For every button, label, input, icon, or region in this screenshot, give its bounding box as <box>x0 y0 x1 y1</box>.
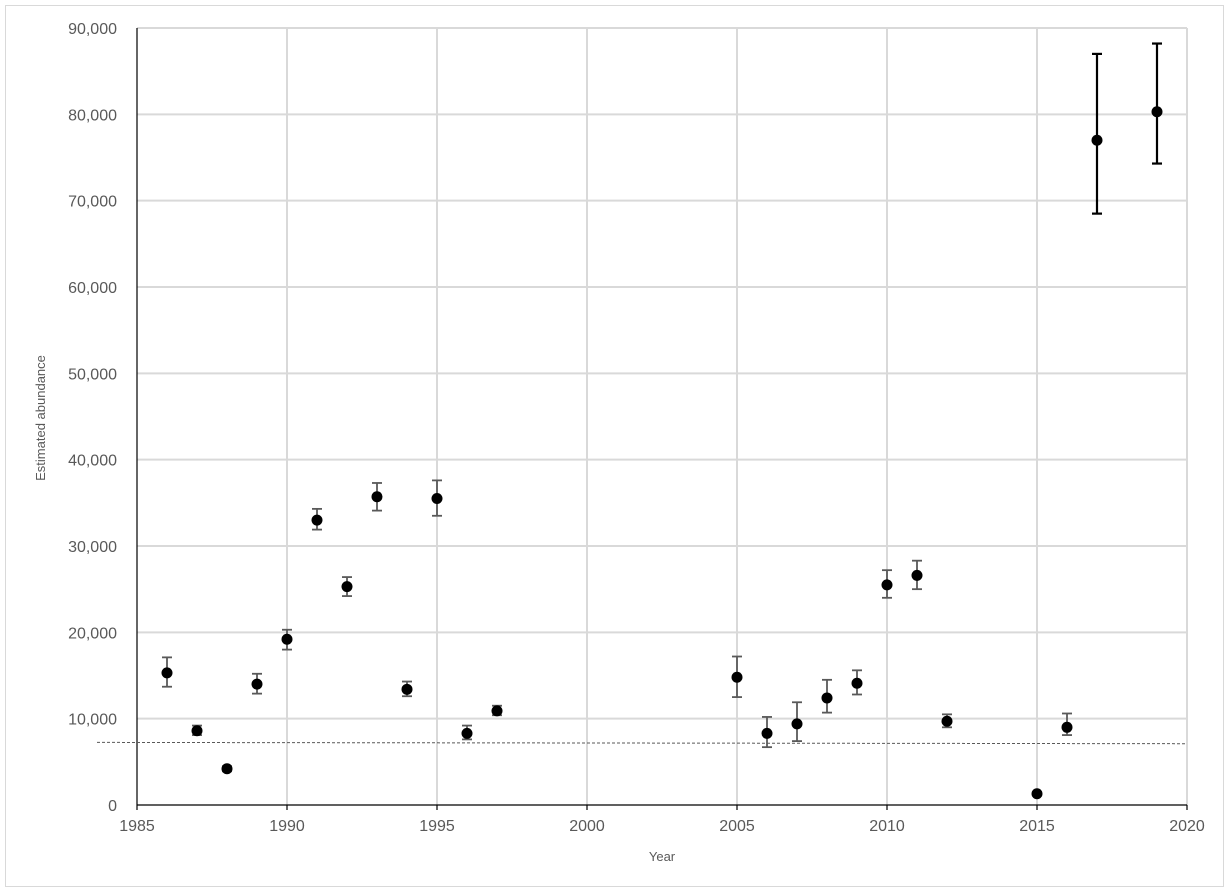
x-tick-label: 2015 <box>1019 818 1055 835</box>
axes <box>136 28 1188 810</box>
x-tick-label: 2010 <box>869 818 905 835</box>
data-point <box>761 727 773 739</box>
data-points <box>161 106 1163 800</box>
data-point <box>911 569 923 581</box>
y-tick-label: 60,000 <box>68 280 117 297</box>
y-tick-label: 30,000 <box>68 539 117 556</box>
x-tick-label: 1990 <box>269 818 305 835</box>
y-axis-title: Estimated abundance <box>33 355 48 481</box>
y-tick-label: 20,000 <box>68 625 117 642</box>
x-tick-label: 2005 <box>719 818 755 835</box>
data-point <box>461 727 473 739</box>
x-tick-label: 2000 <box>569 818 605 835</box>
data-point <box>341 581 353 593</box>
y-tick-labels: 0 10,000 20,000 30,000 40,000 50,000 60,000 70,… <box>68 21 117 815</box>
data-point <box>821 692 833 704</box>
data-point <box>851 677 863 689</box>
x-axis-title: Year <box>649 849 676 864</box>
error-bar <box>1092 52 1102 215</box>
y-tick-label: 0 <box>108 798 117 815</box>
data-point <box>161 667 173 679</box>
x-tick-labels: 1985 1990 1995 2000 2005 2010 2015 2020 <box>119 818 1205 835</box>
x-tick-label: 1995 <box>419 818 455 835</box>
data-point <box>1151 106 1163 118</box>
data-point <box>1091 134 1103 146</box>
data-point <box>731 671 743 683</box>
y-tick-label: 10,000 <box>68 712 117 729</box>
y-tick-label: 90,000 <box>68 21 117 38</box>
chart-frame <box>5 5 1224 887</box>
horizontal-gridlines <box>137 27 1187 720</box>
data-point <box>401 683 413 695</box>
data-point <box>251 678 263 690</box>
y-tick-label: 80,000 <box>68 107 117 124</box>
data-point <box>221 763 233 775</box>
vertical-gridlines <box>286 28 1188 805</box>
data-point <box>491 705 503 717</box>
error-bar <box>1152 42 1162 165</box>
y-tick-label: 70,000 <box>68 194 117 211</box>
error-bars <box>162 42 1162 797</box>
data-point <box>941 715 953 727</box>
data-point <box>881 579 893 591</box>
data-point <box>191 725 203 737</box>
data-point <box>311 514 323 526</box>
data-point <box>371 491 383 503</box>
data-point <box>1031 788 1043 800</box>
x-tick-label: 2020 <box>1169 818 1205 835</box>
data-point <box>281 633 293 645</box>
y-tick-label: 40,000 <box>68 453 117 470</box>
data-point <box>431 493 443 505</box>
data-point <box>1061 721 1073 733</box>
reference-line-group <box>96 741 1188 745</box>
reference-line <box>96 741 1188 745</box>
y-tick-label: 50,000 <box>68 366 117 383</box>
x-tick-label: 1985 <box>119 818 155 835</box>
data-point <box>791 718 803 730</box>
